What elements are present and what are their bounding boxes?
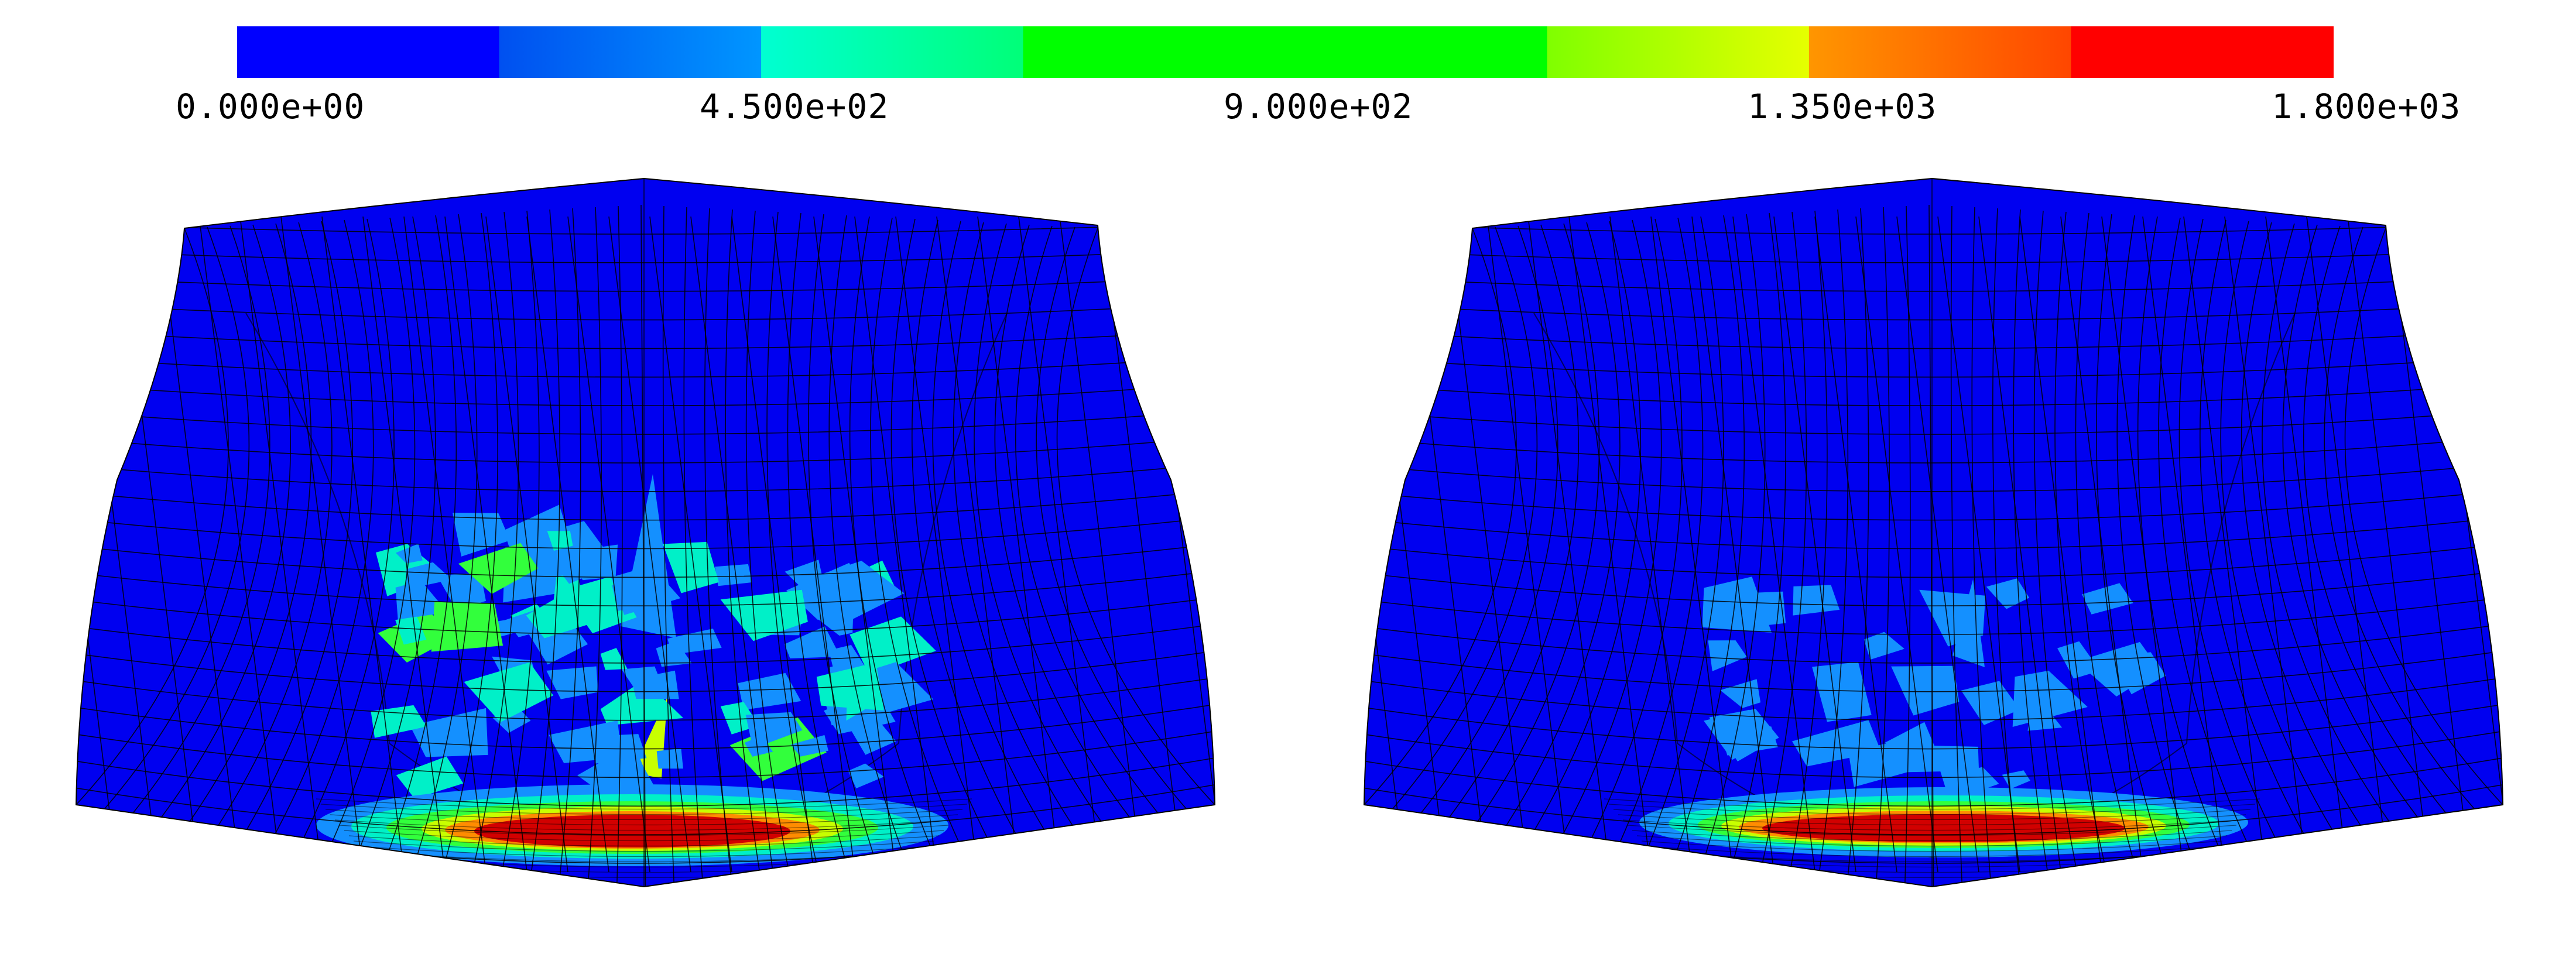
hot-band-layer — [474, 815, 790, 847]
stress-patch — [720, 589, 808, 641]
legend-label-3: 1.350e+03 — [1748, 87, 1937, 126]
colorbar-band — [761, 26, 1024, 78]
mesh-plot-right — [1323, 170, 2523, 919]
colorbar-band — [1285, 26, 1548, 78]
stress-patch — [621, 666, 658, 687]
colorbar-band — [1547, 26, 1810, 78]
mesh-plot-left-svg — [75, 177, 1216, 888]
stress-patch — [492, 706, 531, 733]
stress-patch — [784, 626, 841, 658]
stress-patch — [786, 562, 871, 620]
stress-patch — [848, 763, 884, 788]
stress-patch — [667, 629, 722, 655]
stress-patch — [1864, 632, 1904, 660]
mesh-plot-left — [35, 170, 1235, 919]
stress-patch — [1961, 681, 2020, 725]
stress-patch — [458, 543, 539, 594]
stress-patch — [849, 616, 936, 675]
legend-label-2: 9.000e+02 — [1224, 87, 1413, 126]
color-legend: 0.000e+00 4.500e+02 9.000e+02 1.350e+03 … — [0, 0, 2576, 152]
stress-patch — [600, 648, 628, 670]
legend-label-4: 1.800e+03 — [2272, 87, 2461, 126]
stress-patch — [1812, 662, 1872, 722]
colorbar-band — [499, 26, 762, 78]
mesh-outline — [75, 177, 1216, 888]
stress-patch — [612, 582, 664, 611]
legend-label-1: 4.500e+02 — [700, 87, 889, 126]
stress-patch — [2110, 652, 2166, 695]
colorbar-band — [2071, 26, 2334, 78]
mesh-outline — [1363, 177, 2504, 888]
colorbar — [237, 26, 2334, 78]
stress-patch — [663, 541, 719, 593]
stress-patch — [1720, 726, 1778, 756]
stress-patch — [2082, 583, 2133, 615]
stress-patch — [1891, 665, 1960, 716]
stress-patch — [715, 564, 752, 586]
stress-patch — [1919, 589, 1986, 647]
colorbar-band — [237, 26, 500, 78]
stress-patch — [396, 756, 464, 799]
legend-label-0: 0.000e+00 — [176, 87, 365, 126]
stress-patch — [846, 714, 896, 755]
colorbar-band — [1023, 26, 1286, 78]
stress-patch — [1793, 585, 1840, 616]
mesh-grid — [76, 204, 1215, 887]
stress-patch — [785, 560, 826, 596]
stress-patch — [656, 749, 683, 769]
stress-patch — [1702, 576, 1772, 633]
stress-patch — [405, 562, 452, 589]
stress-patch — [738, 672, 801, 711]
stress-patch — [464, 662, 554, 722]
stress-patch — [1885, 722, 1945, 773]
colorbar-band — [1809, 26, 2072, 78]
stress-patch — [744, 736, 773, 757]
stress-patch — [729, 717, 827, 781]
stress-patch — [395, 616, 427, 645]
stress-patch — [1848, 743, 1914, 787]
mesh-plot-right-svg — [1363, 177, 2504, 888]
stress-patch — [526, 593, 594, 639]
mesh-grid — [1364, 204, 2503, 887]
stress-patch — [431, 602, 503, 652]
